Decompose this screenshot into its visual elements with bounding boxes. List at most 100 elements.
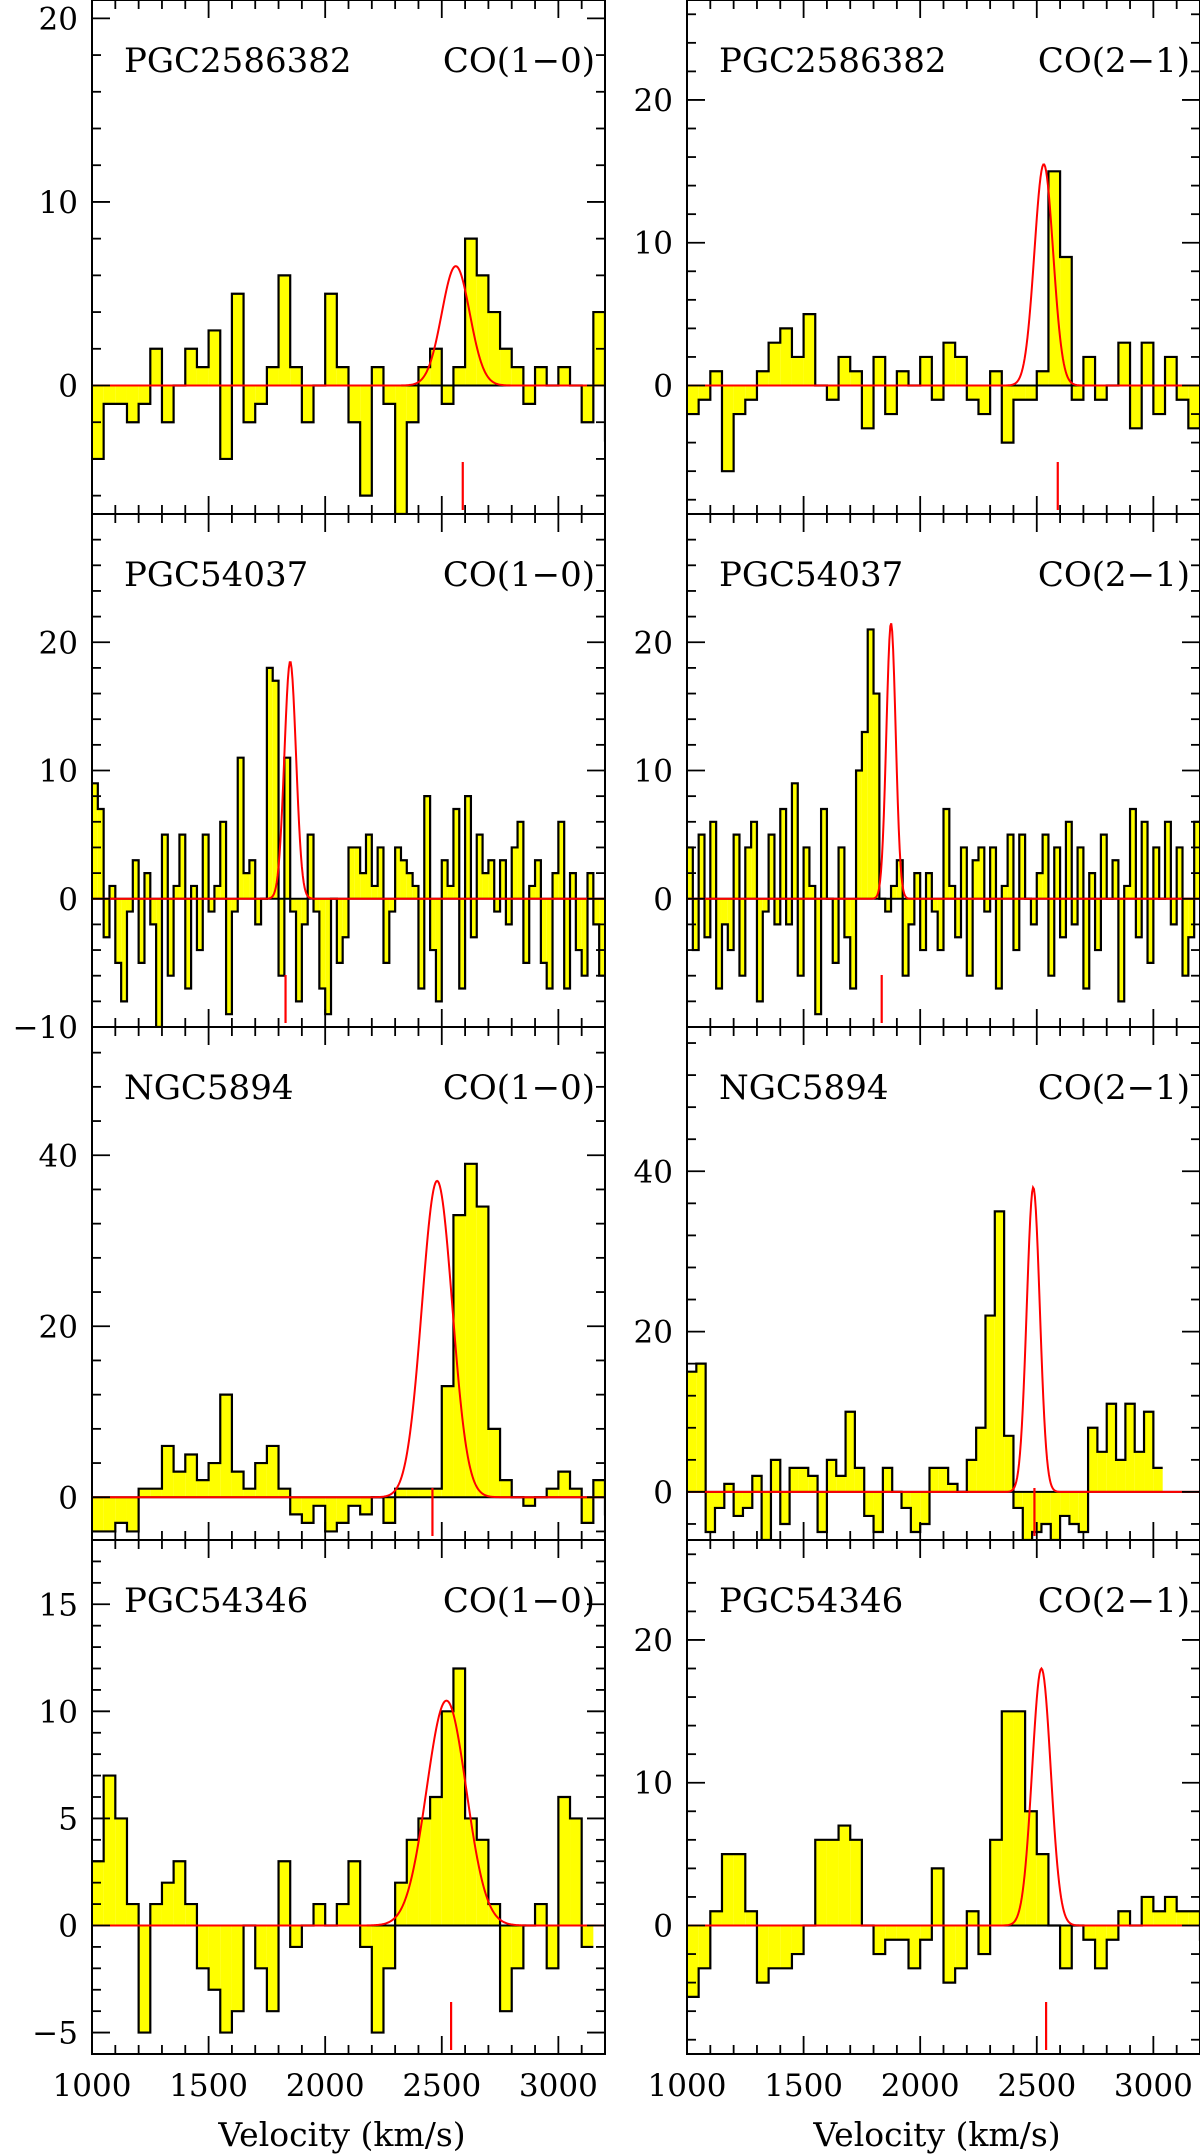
x-tick-label: 1000 [53, 2068, 132, 2104]
gaussian-fit [687, 1666, 1200, 1927]
channel-fill [296, 898, 302, 1002]
channel-fill [891, 885, 897, 899]
channel-fill [1095, 898, 1101, 951]
channel-fill [1135, 898, 1142, 938]
channel-fill [581, 898, 588, 976]
channel-fill [1013, 385, 1026, 400]
channel-fill [926, 873, 932, 899]
channel-fill [266, 1445, 279, 1498]
channel-fill [955, 356, 967, 386]
channel-fill [742, 1491, 753, 1508]
channel-fill [406, 1839, 419, 1926]
spectrum-panel: 0 10 20 PGC54037 CO(2−1) [634, 513, 1200, 1028]
channel-fill [581, 1925, 594, 1947]
y-tick-label: 0 [653, 369, 673, 405]
channel-fill [115, 1497, 127, 1523]
channel-fill [1001, 885, 1008, 899]
channel-fill [196, 367, 209, 386]
plot-area [92, 237, 629, 514]
channel-fill [931, 1868, 944, 1926]
channel-fill [994, 1211, 1005, 1492]
channel-fill [231, 293, 244, 386]
channel-fill [1118, 898, 1125, 1002]
channel-fill [278, 275, 291, 386]
channel-fill [1141, 821, 1148, 899]
channel-fill [745, 385, 757, 400]
gaussian-fit [92, 661, 605, 900]
channel-fill [780, 1491, 790, 1524]
channel-fill [488, 1428, 501, 1498]
channel-fill [290, 1925, 302, 1947]
channel-fill [854, 1467, 865, 1492]
x-tick-label: 1500 [764, 2068, 843, 2104]
channel-fill [161, 1445, 174, 1498]
channel-fill [1060, 257, 1072, 386]
channel-fill [1001, 385, 1014, 443]
plot-area [92, 1162, 640, 1536]
x-tick-label: 1000 [648, 2068, 727, 2104]
channel-fill [185, 1454, 197, 1498]
channel-fill [360, 385, 372, 496]
channel-fill [628, 1472, 640, 1498]
channel-fill [558, 367, 571, 386]
channel-fill [739, 898, 746, 976]
channel-fill [751, 821, 757, 899]
channel-fill [966, 898, 973, 976]
channel-fill [196, 1480, 209, 1498]
channel-fill [780, 808, 787, 899]
galaxy-label: PGC2586382 [124, 41, 351, 81]
channel-fill [529, 885, 536, 899]
channel-fill [476, 1206, 489, 1498]
channel-fill [243, 873, 250, 899]
channel-fill [500, 1925, 512, 2012]
channel-fill [1182, 898, 1189, 976]
channel-fill [348, 847, 355, 899]
channel-fill [1153, 1911, 1166, 1926]
channel-fill [756, 898, 763, 1002]
channel-fill [109, 885, 116, 899]
channel-fill [1165, 1896, 1177, 1926]
channel-fill [103, 1775, 116, 1926]
x-axis-title-right: Velocity (km/s) [812, 2115, 1060, 2154]
channel-fill [867, 629, 874, 899]
channel-fill [815, 898, 822, 1015]
channel-fill [985, 1315, 995, 1492]
channel-fill [861, 385, 874, 429]
channel-fill [733, 834, 740, 899]
channel-fill [1025, 1811, 1037, 1926]
transition-label: CO(1−0) [443, 1068, 595, 1108]
channel-fill [336, 898, 343, 963]
channel-fill [931, 385, 944, 400]
gaussian-fit [92, 1699, 605, 1927]
channel-fill [505, 898, 512, 925]
channel-fill [523, 1497, 536, 1506]
channel-fill [494, 898, 501, 912]
y-tick-label: 10 [634, 226, 673, 262]
channel-fill [1100, 834, 1107, 899]
channel-fill [617, 386, 629, 441]
channel-fill [575, 898, 582, 951]
channel-fill [342, 898, 349, 938]
channel-fill [752, 1475, 762, 1492]
channel-fill [780, 1925, 792, 1969]
channel-fill [1153, 1467, 1163, 1492]
channel-fill [313, 1497, 326, 1506]
channel-fill [453, 367, 466, 386]
channel-fill [161, 1882, 174, 1926]
channel-fill [377, 847, 384, 899]
channel-fill [1004, 1435, 1014, 1492]
channel-fill [208, 1463, 221, 1498]
channel-fill [966, 1459, 977, 1492]
channel-fill [896, 371, 909, 386]
channel-fill [786, 898, 792, 925]
channel-fill [336, 1904, 349, 1926]
channel-fill [845, 1411, 855, 1492]
channel-fill [1025, 385, 1037, 400]
channel-fill [301, 385, 314, 423]
channel-fill [768, 1925, 781, 1969]
channel-fill [581, 1497, 594, 1523]
channel-fill [762, 898, 769, 912]
channel-fill [92, 1861, 104, 1926]
channel-fill [873, 1925, 886, 1955]
channel-fill [1036, 371, 1049, 386]
